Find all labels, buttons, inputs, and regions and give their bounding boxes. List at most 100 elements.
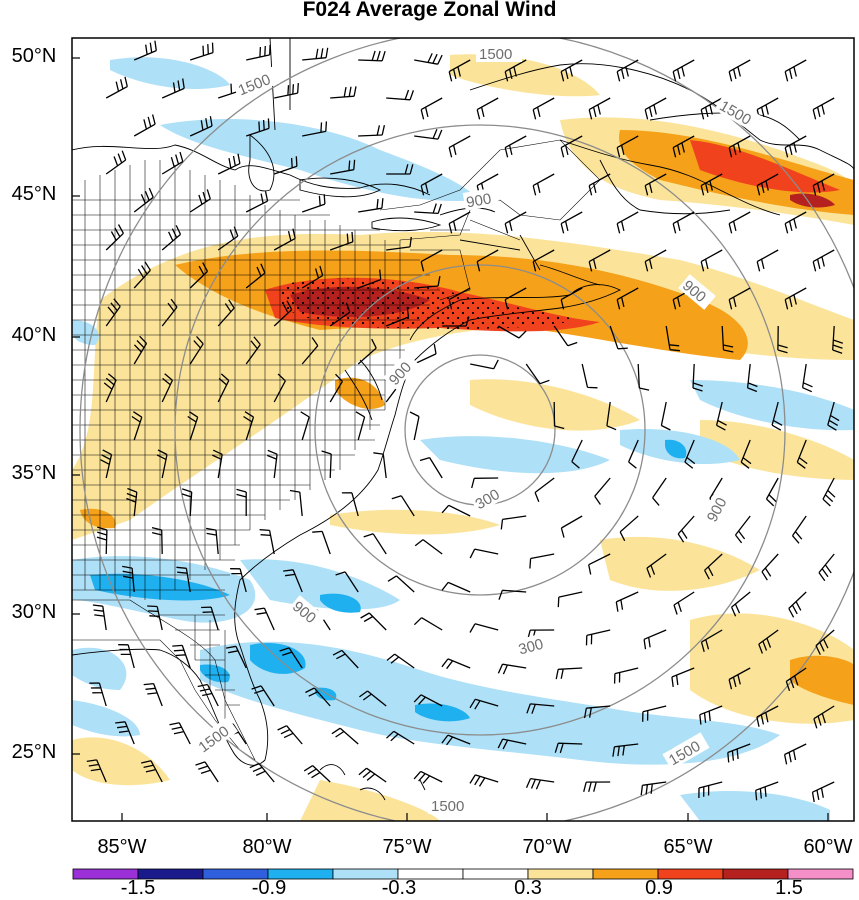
contour-label: 300 [517,636,546,659]
wind-barb [300,411,310,441]
wind-barb [532,97,555,120]
wind-barb [414,128,443,140]
wind-barb [441,504,471,517]
wind-barb [500,515,527,530]
wind-barb [728,211,751,234]
wind-barb [812,249,835,272]
wind-barb [301,265,324,289]
wind-barb [161,151,184,175]
wind-barb [302,121,328,137]
wind-barb [274,83,299,99]
wind-barb [619,515,639,542]
wind-barb [321,450,332,479]
wind-barb [414,539,443,555]
wind-barb [560,211,583,234]
wind-barbs [86,40,844,803]
wind-barb [616,135,639,158]
wind-barb [126,487,138,517]
wind-barb [677,515,695,543]
lat-label: 50°N [11,45,57,67]
wind-barb [616,287,639,310]
wind-barb [245,263,266,289]
wind-barb [815,629,835,655]
wind-barb [161,78,185,99]
wind-barb [329,373,343,403]
wind-barb [644,97,667,120]
wind-barb [442,316,470,327]
wind-barb [704,553,723,580]
wind-barb [672,135,695,158]
wind-barb [387,575,415,593]
wind-barb [784,287,807,310]
wind-barb [143,682,163,707]
wind-barb [827,401,840,431]
wind-barb [811,781,835,803]
wind-barb [525,363,550,385]
wind-barb [560,287,583,310]
wind-barb [504,211,527,234]
wind-barb [330,86,357,99]
wind-barb [303,765,331,783]
wind-barb [341,492,359,517]
lat-label: 45°N [11,183,57,205]
wind-barb [777,325,788,354]
wind-barb [283,569,303,593]
wind-barb [606,401,617,431]
wind-barb [497,325,527,339]
wind-barb [700,629,723,652]
wind-barb [301,194,326,213]
wind-barb [721,325,734,353]
wind-barb [230,568,247,593]
wind-barb [133,187,154,213]
wind-barb [756,705,779,727]
wind-barb [391,495,415,517]
wind-barb [560,135,583,158]
wind-barb [105,298,121,327]
wind-barb [665,325,681,352]
wind-barb [189,262,209,289]
wind-barb [212,449,223,479]
wind-barb [330,159,356,175]
lon-label: 65°W [663,836,713,858]
wind-barb [788,591,807,618]
wind-barb [358,198,384,213]
wind-barb [92,604,107,631]
wind-barb [245,191,269,213]
wind-barb [476,249,499,272]
wind-barb [273,300,293,327]
wind-barb [301,337,319,365]
wind-barb [419,456,443,479]
wind-barb [771,401,783,431]
wind-barb [616,211,639,234]
wind-barb [414,53,443,65]
wind-barb [746,363,758,393]
wind-barb [642,705,667,722]
wind-barb [628,439,639,469]
wind-barb [615,591,639,612]
wind-barb [588,249,611,272]
wind-barb [740,439,752,469]
wind-barb [329,231,354,251]
wind-barb [302,47,329,61]
wind-barb [357,338,377,365]
wind-barb [727,743,751,763]
wind-barb [141,760,163,783]
wind-barb [504,287,527,310]
wind-barb [672,211,695,234]
wind-barb [640,781,667,796]
wind-barb [761,553,779,581]
wind-barb [832,325,844,354]
wind-barb [217,299,235,327]
wind-barb [363,533,387,555]
wind-barb [105,150,127,175]
wind-barb [161,373,173,403]
colorbar-label: 0.3 [514,877,542,899]
coastlines [72,38,854,801]
wind-barb [96,526,108,555]
wind-barb [420,97,443,120]
wind-barb [413,343,437,365]
wind-barb [822,477,836,507]
wind-barb [413,617,443,631]
wind-barb [555,667,583,680]
